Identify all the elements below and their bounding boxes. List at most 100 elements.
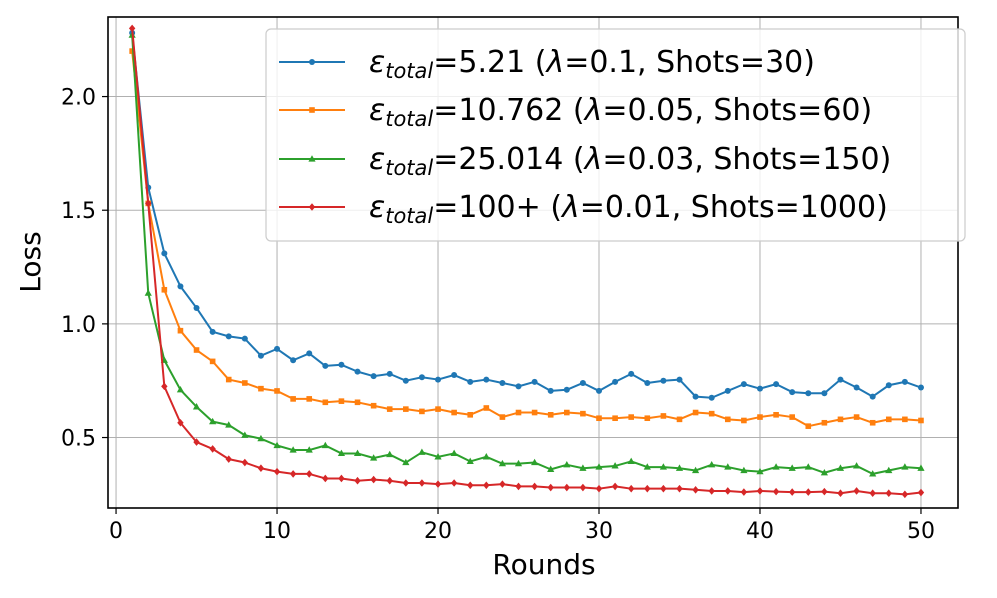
data-point-orange bbox=[209, 358, 216, 365]
data-point-blue bbox=[837, 376, 844, 383]
data-point-blue bbox=[789, 389, 796, 396]
legend-swatch-marker bbox=[308, 203, 316, 211]
data-point-red bbox=[515, 482, 522, 491]
legend-swatch-marker bbox=[309, 107, 315, 113]
data-point-red bbox=[241, 458, 249, 467]
data-point-blue bbox=[644, 379, 651, 386]
data-point-orange bbox=[821, 419, 828, 426]
data-point-red bbox=[209, 445, 216, 453]
data-point-green bbox=[418, 448, 426, 455]
data-point-blue bbox=[660, 377, 667, 384]
data-point-blue bbox=[402, 377, 409, 384]
data-point-blue bbox=[773, 381, 780, 388]
data-point-blue bbox=[274, 345, 281, 352]
data-point-green bbox=[144, 289, 152, 296]
data-point-red bbox=[901, 490, 909, 499]
data-point-green bbox=[257, 434, 265, 442]
data-point-green bbox=[756, 467, 764, 475]
data-point-red bbox=[547, 483, 554, 492]
data-point-red bbox=[177, 418, 184, 427]
data-point-red bbox=[450, 479, 458, 487]
x-tick-label: 0 bbox=[109, 519, 123, 544]
data-point-blue bbox=[805, 390, 812, 397]
data-point-blue bbox=[821, 390, 828, 397]
data-point-green bbox=[852, 462, 861, 469]
data-point-blue bbox=[306, 350, 313, 357]
data-point-green bbox=[370, 454, 378, 461]
data-point-green bbox=[917, 464, 925, 471]
data-point-orange bbox=[531, 409, 538, 416]
data-point-blue bbox=[901, 378, 908, 385]
data-point-red bbox=[708, 487, 715, 495]
data-point-blue bbox=[451, 372, 458, 379]
data-point-orange bbox=[515, 409, 522, 416]
data-point-green bbox=[627, 457, 635, 465]
data-point-green bbox=[337, 449, 346, 457]
data-point-orange bbox=[451, 409, 457, 416]
data-point-green bbox=[514, 459, 523, 467]
data-point-green bbox=[675, 464, 684, 471]
data-point-blue bbox=[853, 384, 860, 391]
data-point-red bbox=[821, 487, 828, 496]
data-point-blue bbox=[628, 370, 635, 377]
data-point-green bbox=[402, 458, 410, 466]
data-point-red bbox=[531, 482, 538, 491]
data-point-orange bbox=[547, 412, 554, 418]
data-point-green bbox=[225, 421, 233, 428]
data-point-blue bbox=[322, 362, 329, 369]
data-point-blue bbox=[563, 386, 570, 393]
data-point-red bbox=[402, 479, 410, 487]
data-point-blue bbox=[290, 357, 297, 364]
data-point-blue bbox=[756, 385, 763, 392]
data-point-blue bbox=[370, 373, 377, 380]
legend: εtotal=5.21 (λ=0.1, Shots=30) εtotal=10.7… bbox=[265, 28, 966, 242]
y-tick-label: 2.0 bbox=[61, 86, 96, 111]
data-point-green bbox=[788, 464, 796, 471]
legend-entry-green: εtotal=25.014 (λ=0.03, Shots=150) bbox=[279, 142, 891, 180]
data-point-red bbox=[676, 484, 683, 493]
data-point-blue bbox=[724, 387, 731, 394]
data-point-red bbox=[434, 480, 442, 488]
data-point-red bbox=[289, 470, 297, 478]
data-point-orange bbox=[692, 409, 699, 416]
data-point-orange bbox=[177, 327, 184, 334]
data-point-green bbox=[595, 463, 603, 470]
data-point-blue bbox=[869, 393, 876, 400]
data-point-blue bbox=[161, 250, 168, 257]
data-point-orange bbox=[290, 396, 296, 402]
data-point-orange bbox=[386, 406, 393, 412]
data-point-red bbox=[885, 489, 892, 498]
data-point-blue bbox=[547, 387, 554, 394]
data-point-green bbox=[659, 463, 667, 470]
x-tick-label: 40 bbox=[746, 519, 774, 544]
data-point-orange bbox=[274, 388, 280, 394]
data-point-green bbox=[289, 446, 297, 453]
series-red bbox=[128, 24, 925, 499]
data-point-blue bbox=[708, 394, 715, 401]
data-point-blue bbox=[193, 304, 200, 311]
legend-label: εtotal=10.762 (λ=0.05, Shots=60) bbox=[369, 93, 872, 131]
x-axis-title: Rounds bbox=[492, 548, 595, 581]
data-point-orange bbox=[499, 414, 506, 420]
x-tick-label: 20 bbox=[424, 519, 452, 544]
data-point-orange bbox=[837, 416, 844, 423]
data-point-red bbox=[225, 455, 232, 463]
data-point-red bbox=[193, 438, 200, 446]
data-point-blue bbox=[435, 376, 442, 383]
data-point-green bbox=[579, 464, 587, 471]
y-tick-label: 0.5 bbox=[61, 427, 96, 452]
series-orange bbox=[129, 48, 924, 429]
data-point-blue bbox=[177, 283, 184, 290]
data-point-orange bbox=[612, 415, 618, 422]
y-tick-label: 1.5 bbox=[61, 199, 96, 224]
data-point-red bbox=[370, 475, 377, 484]
x-tick-label: 30 bbox=[585, 519, 613, 544]
data-point-green bbox=[869, 470, 877, 477]
data-point-blue bbox=[338, 361, 345, 368]
data-point-orange bbox=[805, 423, 812, 429]
data-point-green bbox=[434, 453, 442, 460]
data-point-orange bbox=[741, 417, 747, 424]
data-point-red bbox=[869, 489, 876, 498]
data-point-red bbox=[579, 483, 587, 492]
